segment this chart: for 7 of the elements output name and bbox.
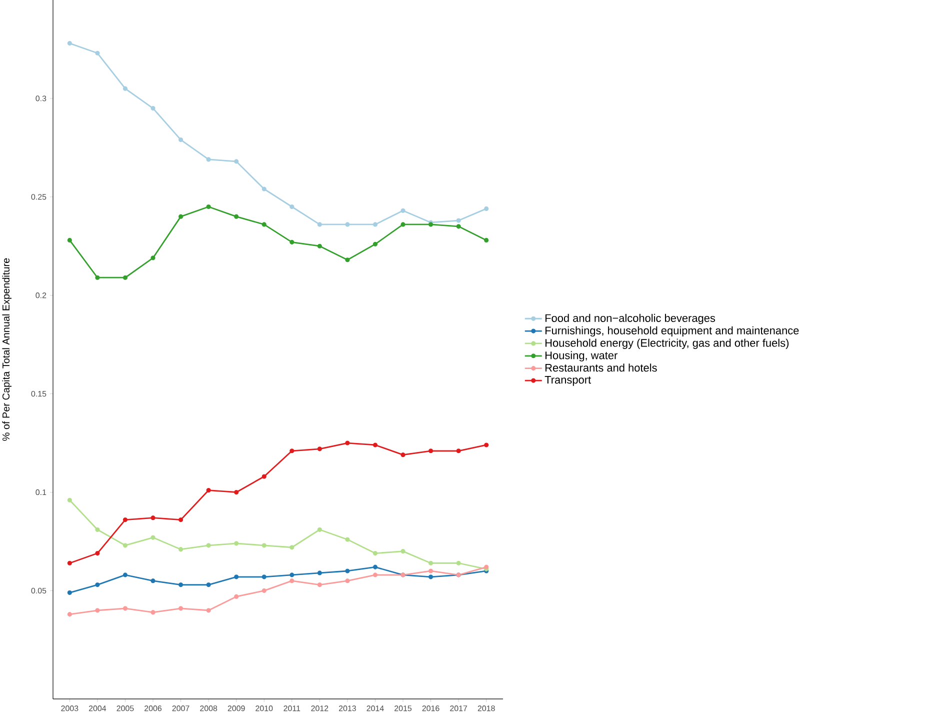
legend-label: Restaurants and hotels bbox=[545, 364, 657, 372]
legend-label: Food and non−alcoholic beverages bbox=[545, 314, 716, 324]
legend-label: Transport bbox=[544, 376, 591, 386]
legend-label: Household energy (Electricity, gas and other fuels) bbox=[545, 338, 789, 349]
y-axis-title: % of Per Capita Total Annual Expenditure bbox=[2, 258, 12, 441]
legend-label: Housing, water bbox=[545, 351, 618, 362]
legend-label: Furnishings, household equipment and maintenance bbox=[545, 326, 799, 337]
